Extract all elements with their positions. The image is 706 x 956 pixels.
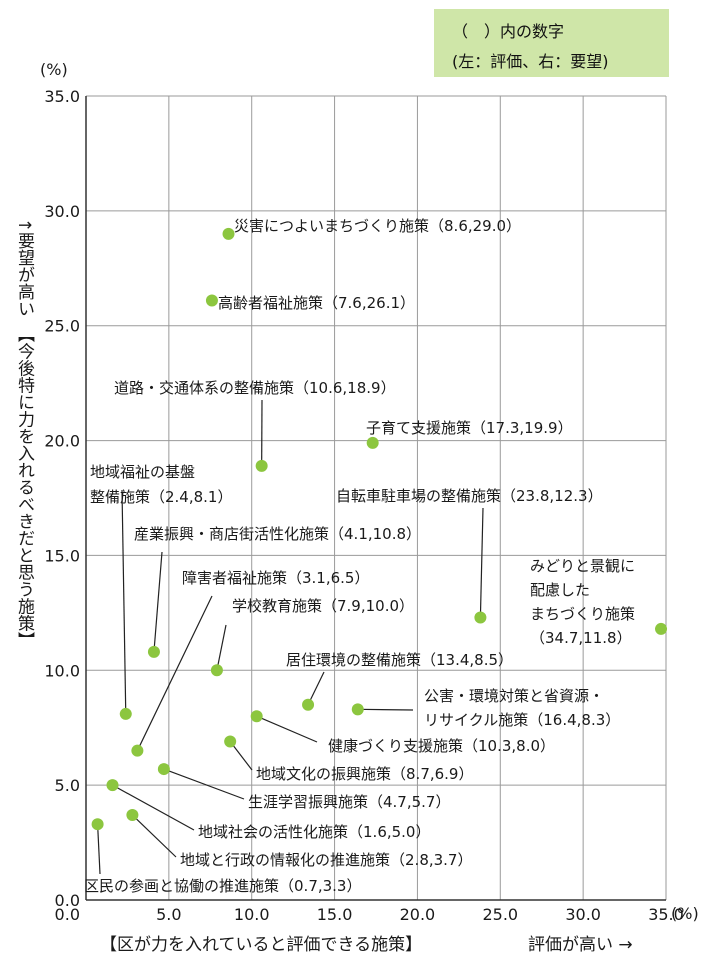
x-tick-label: 35.0: [648, 905, 684, 924]
data-label: 生涯学習振興施策（4.7,5.7）: [248, 793, 450, 811]
y-tick-label: 20.0: [44, 432, 80, 451]
leader-line: [131, 814, 177, 858]
data-point: [126, 809, 139, 822]
axis-ticks: 0.0 5.0 10.0 15.0 20.0 25.0 30.0 35.0 0.0 5.0 10.0…: [44, 87, 683, 924]
data-label: 地域と行政の情報化の推進施策（2.8,3.7）: [180, 851, 472, 869]
data-label: 地域文化の振興施策（8.7,6.9）: [256, 765, 473, 783]
data-label: 地域福祉の基盤: [90, 463, 195, 481]
data-point: [302, 698, 315, 711]
data-point: [222, 227, 235, 240]
data-point: [224, 735, 237, 748]
y-tick-label: 35.0: [44, 87, 80, 106]
x-tick-label: 0.0: [55, 905, 80, 924]
data-label: 整備施策（2.4,8.1）: [90, 488, 232, 506]
data-point: [157, 763, 170, 776]
data-label: 居住環境の整備施策（13.4,8.5）: [286, 651, 513, 669]
y-tick-label: 25.0: [44, 317, 80, 336]
data-label: 健康づくり支援施策（10.3,8.0）: [328, 737, 555, 755]
data-labels: 災害につよいまちづくり施策（8.6,29.0） 高齢者福祉施策（7.6,26.1）…: [84, 217, 635, 895]
data-label: 自転車駐車場の整備施策（23.8,12.3）: [336, 487, 603, 505]
x-tick-label: 20.0: [400, 905, 436, 924]
x-axis-unit: (%): [671, 904, 699, 923]
x-tick-label: 5.0: [156, 905, 181, 924]
leader-line: [163, 768, 245, 800]
x-tick-label: 10.0: [234, 905, 270, 924]
x-tick-label: 15.0: [317, 905, 353, 924]
y-tick-label: 15.0: [44, 546, 80, 565]
data-label: まちづくり施策: [530, 605, 635, 623]
data-point: [210, 664, 223, 677]
data-label: 学校教育施策（7.9,10.0）: [232, 597, 414, 615]
y-tick-label: 0.0: [55, 891, 80, 910]
data-label: 区民の参画と協働の推進施策（0.7,3.3）: [84, 877, 361, 895]
data-label: 子育て支援施策（17.3,19.9）: [366, 419, 573, 437]
data-points: [91, 227, 668, 831]
y-tick-label: 5.0: [55, 776, 80, 795]
leader-line: [307, 671, 325, 706]
data-point: [119, 707, 132, 720]
data-point: [131, 744, 144, 757]
legend-title: （ ）内の数字: [452, 22, 565, 41]
y-axis-unit: (%): [40, 60, 68, 79]
data-label: 配慮した: [530, 581, 590, 599]
data-label: 地域社会の活性化施策（1.6,5.0）: [198, 823, 430, 841]
data-label: みどりと景観に: [530, 557, 635, 575]
leader-line: [216, 624, 227, 671]
data-point: [91, 818, 104, 831]
legend-box: （ ）内の数字 (左：評価、右：要望): [434, 9, 669, 77]
x-tick-label: 30.0: [565, 905, 601, 924]
x-axis-direction-label: 評価が高い →: [528, 935, 633, 955]
leader-line: [153, 551, 163, 652]
data-label: 高齢者福祉施策（7.6,26.1）: [218, 294, 415, 312]
data-point: [250, 710, 263, 723]
data-point: [474, 611, 487, 624]
data-label: リサイクル施策（16.4,8.3）: [424, 711, 620, 729]
leader-lines: [97, 399, 484, 875]
data-label: 障害者福祉施策（3.1,6.5）: [182, 569, 369, 587]
leader-line: [357, 708, 414, 711]
data-label: 災害につよいまちづくり施策（8.6,29.0）: [234, 217, 521, 235]
leader-line: [121, 489, 127, 714]
y-tick-label: 30.0: [44, 202, 80, 221]
data-label: 公害・環境対策と省資源・: [424, 687, 604, 705]
data-point: [205, 294, 218, 307]
leader-line: [136, 595, 213, 751]
data-label: 道路・交通体系の整備施策（10.6,18.9）: [114, 379, 396, 397]
data-point: [147, 645, 160, 658]
leader-line: [479, 507, 484, 618]
x-tick-label: 25.0: [482, 905, 518, 924]
data-label: 産業振興・商店街活性化施策（4.1,10.8）: [134, 525, 421, 543]
leader-line: [112, 784, 195, 831]
y-tick-label: 10.0: [44, 661, 80, 680]
y-axis-title: ↑要望が高い 【今後特に力を入れるべきだと思う施策】: [14, 218, 34, 649]
data-point: [255, 459, 268, 472]
data-point: [106, 779, 119, 792]
leader-line: [256, 715, 318, 743]
legend-description: (左：評価、右：要望): [452, 52, 609, 71]
data-point: [655, 622, 668, 635]
x-axis-title: 【区が力を入れていると評価できる施策】: [100, 935, 423, 955]
data-label: （34.7,11.8）: [530, 629, 632, 647]
leader-line: [97, 824, 101, 875]
data-point: [366, 436, 379, 449]
data-point: [351, 703, 364, 716]
